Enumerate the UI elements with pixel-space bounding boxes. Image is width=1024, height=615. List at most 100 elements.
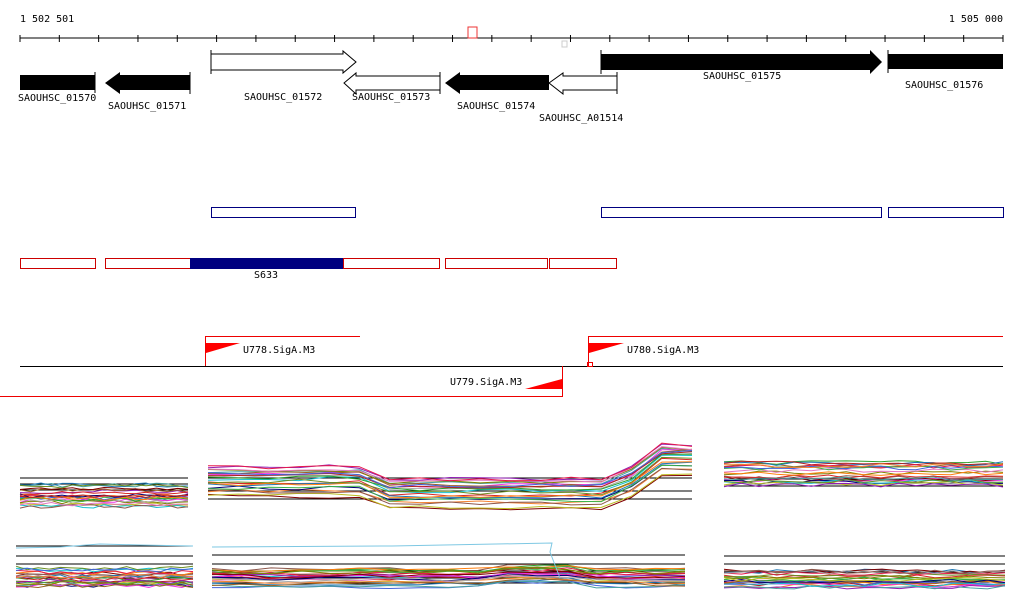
- expression-series-line: [19, 504, 189, 509]
- expression-series-line: [15, 574, 194, 579]
- expression-panel: [211, 542, 686, 590]
- promoter-u780-flag[interactable]: [589, 343, 624, 353]
- expression-panel: [15, 543, 194, 589]
- expression-series-line: [207, 461, 693, 499]
- expression-series-line: [724, 582, 1006, 588]
- expression-series-line: [211, 565, 686, 572]
- segment-label-s633: S633: [254, 270, 279, 281]
- expression-series-line: [211, 578, 686, 587]
- expression-series-line: [723, 460, 1004, 466]
- expression-series-line: [211, 580, 686, 589]
- expression-series-line: [723, 476, 1004, 481]
- expression-series-line: [723, 471, 1004, 476]
- expression-series-line: [15, 543, 194, 549]
- expression-series-line: [15, 567, 194, 573]
- expression-series-line: [19, 482, 189, 488]
- expression-series-line: [211, 542, 561, 579]
- segment-box[interactable]: [343, 258, 440, 269]
- expression-series-line: [19, 501, 188, 507]
- promoter-label-u780: U780.SigA.M3: [627, 345, 700, 356]
- expression-series-line: [723, 568, 1006, 574]
- expression-series-line: [208, 467, 693, 506]
- expression-panel: [723, 555, 1006, 590]
- gene-arrow-01571[interactable]: [105, 72, 190, 94]
- segment-box[interactable]: [20, 258, 96, 269]
- expression-series-line: [15, 581, 194, 586]
- gene-arrow-01576[interactable]: [888, 54, 1003, 69]
- expression-profiles: [15, 442, 1006, 590]
- gene-arrow-A01514[interactable]: [548, 72, 618, 96]
- expression-series-line: [723, 575, 1006, 580]
- gene-arrow-01573[interactable]: [343, 71, 441, 96]
- gene-arrow-01572[interactable]: [210, 49, 357, 75]
- expression-series-line: [15, 576, 194, 582]
- gene-label-01572: SAOUHSC_01572: [244, 92, 323, 103]
- expression-series-line: [15, 565, 194, 571]
- expression-series-line: [207, 453, 693, 492]
- expression-series-line: [723, 568, 1006, 574]
- operon-box[interactable]: [601, 207, 882, 218]
- promoter-label-u778: U778.SigA.M3: [243, 345, 316, 356]
- expression-panel: [19, 477, 189, 509]
- coord-start: 1 502 501: [20, 14, 75, 25]
- promoter-u779-flag[interactable]: [525, 379, 562, 389]
- gene-label-01576: SAOUHSC_01576: [905, 80, 984, 91]
- position-marker[interactable]: [467, 26, 478, 39]
- expression-series-line: [15, 569, 194, 575]
- expression-panel: [207, 442, 693, 511]
- expression-series-line: [19, 496, 189, 502]
- segment-track: [20, 258, 617, 269]
- expression-series-line: [723, 463, 1004, 469]
- gene-label-01575: SAOUHSC_01575: [703, 71, 782, 82]
- segment-box[interactable]: [445, 258, 548, 269]
- expression-series-line: [19, 493, 189, 499]
- expression-series-line: [723, 482, 1004, 488]
- segment-box[interactable]: [105, 258, 191, 269]
- expression-series-line: [207, 473, 693, 510]
- expression-series-line: [723, 478, 1004, 484]
- promoter-u780-marker: [587, 362, 593, 367]
- gene-label-01571: SAOUHSC_01571: [108, 101, 187, 112]
- expression-series-line: [723, 577, 1006, 582]
- ruler-ticks: [19, 35, 1004, 42]
- expression-series-line: [207, 474, 693, 511]
- segment-highlight-s633[interactable]: [190, 258, 343, 269]
- expression-series-line: [207, 442, 693, 482]
- segment-box[interactable]: [549, 258, 617, 269]
- expression-series-line: [207, 464, 693, 501]
- coord-end: 1 505 000: [948, 14, 1003, 25]
- gene-arrow-01575[interactable]: [601, 50, 882, 74]
- operon-box[interactable]: [888, 207, 1004, 218]
- expression-series-line: [15, 583, 194, 589]
- expression-series-line: [211, 567, 686, 575]
- operon-box[interactable]: [211, 207, 356, 218]
- gene-label-01573: SAOUHSC_01573: [352, 92, 431, 103]
- expression-series-line: [15, 576, 194, 581]
- promoter-track: [0, 336, 1003, 397]
- expression-series-line: [723, 579, 1006, 584]
- expression-series-line: [19, 484, 189, 489]
- expression-series-line: [211, 570, 686, 579]
- gene-label-A01514: SAOUHSC_A01514: [539, 113, 624, 124]
- position-marker-small: [561, 40, 568, 48]
- expression-series-line: [211, 574, 686, 583]
- expression-series-line: [207, 446, 693, 483]
- expression-series-line: [19, 490, 189, 496]
- operon-track: [211, 207, 1004, 218]
- expression-series-line: [724, 572, 1006, 578]
- promoter-u778-flag[interactable]: [206, 343, 240, 353]
- gene-arrow-01574[interactable]: [445, 72, 549, 94]
- coordinate-ruler: [19, 26, 1004, 48]
- gene-label-01574: SAOUHSC_01574: [457, 101, 536, 112]
- expression-series-line: [15, 578, 194, 584]
- expression-panel: [723, 460, 1004, 488]
- expression-series-line: [207, 451, 693, 489]
- gene-arrow-01570[interactable]: [20, 75, 95, 90]
- expression-series-line: [207, 464, 693, 503]
- gene-track: [20, 49, 1003, 96]
- expression-series-line: [19, 486, 189, 491]
- expression-series-line: [207, 450, 693, 489]
- gene-label-01570: SAOUHSC_01570: [18, 93, 97, 104]
